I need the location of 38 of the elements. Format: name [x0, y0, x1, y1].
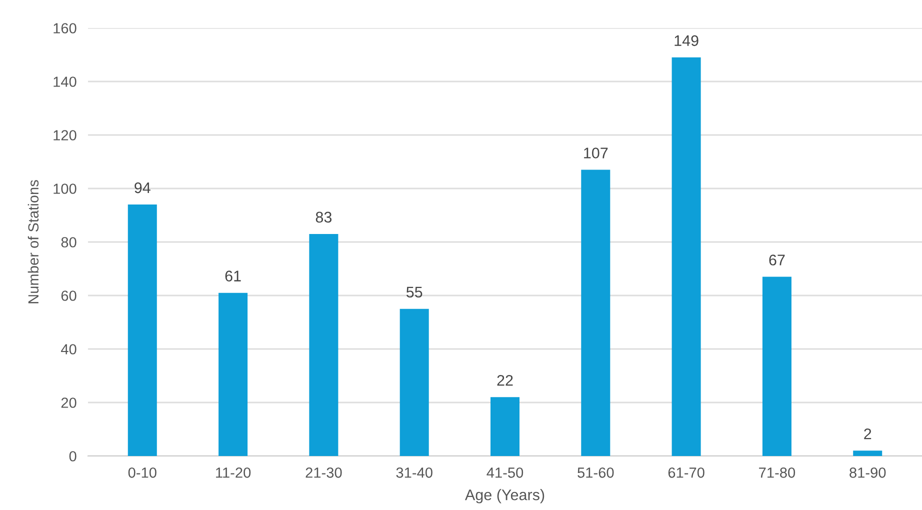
x-axis-title: Age (Years) — [464, 489, 544, 504]
bar — [309, 234, 338, 456]
y-axis-title: Number of Stations — [28, 180, 39, 304]
bar — [490, 397, 520, 456]
data-label: 149 — [674, 35, 698, 46]
bar — [218, 292, 248, 456]
x-tick-label: 41-50 — [486, 467, 524, 478]
bar — [853, 450, 882, 456]
data-label: 61 — [225, 270, 241, 282]
x-tick-label: 81-90 — [850, 467, 886, 478]
y-tick-label: 80 — [61, 237, 76, 248]
y-tick-label: 0 — [69, 451, 76, 462]
y-tick-label: 100 — [54, 184, 76, 194]
x-tick-label: 61-70 — [668, 467, 704, 478]
x-tick-label: 51-60 — [578, 467, 614, 478]
data-label: 55 — [406, 286, 422, 298]
x-tick-label: 71-80 — [759, 467, 796, 478]
x-tick-label: 11-20 — [216, 467, 251, 478]
data-label: 22 — [497, 374, 513, 386]
y-tick-label: 140 — [54, 76, 76, 87]
data-label: 94 — [134, 182, 150, 194]
data-label: 2 — [864, 428, 872, 440]
y-tick-label: 20 — [61, 398, 76, 408]
data-label: 67 — [769, 254, 785, 266]
bar — [762, 276, 792, 456]
y-tick-label: 120 — [54, 130, 76, 140]
y-tick-label: 40 — [61, 344, 76, 354]
data-label: 83 — [316, 212, 332, 223]
x-tick-label: 31-40 — [396, 467, 432, 478]
y-tick-label: 160 — [54, 23, 76, 34]
bar — [672, 57, 701, 456]
bar — [128, 204, 157, 456]
bar — [581, 170, 610, 456]
x-tick-label: 21-30 — [306, 467, 342, 478]
y-tick-label: 60 — [61, 290, 76, 301]
data-label: 107 — [584, 148, 608, 158]
x-tick-label: 0-10 — [128, 467, 156, 478]
bar — [400, 308, 429, 456]
